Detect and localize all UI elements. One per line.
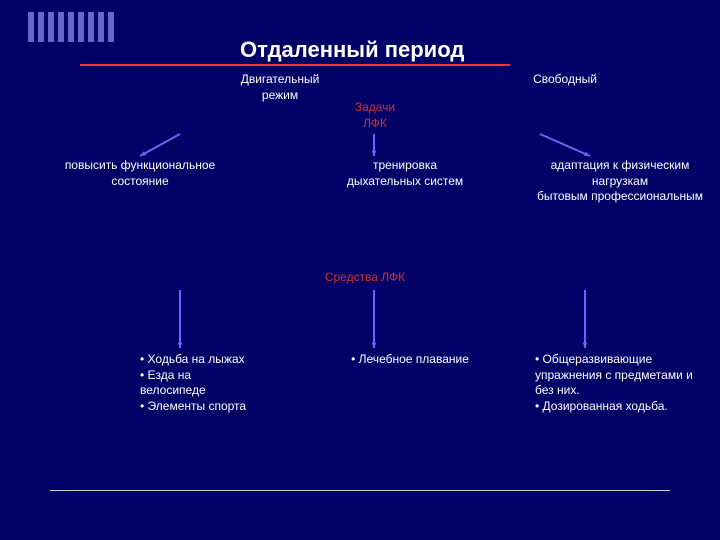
slide-title: Отдаленный период xyxy=(240,36,464,65)
title-underline xyxy=(80,64,510,66)
regime-right-label: Свободный xyxy=(510,72,620,88)
task-item-2: адаптация к физическимнагрузкамбытовым п… xyxy=(520,158,720,205)
means-item-0: • Ходьба на лыжах• Езда на велосипеде• Э… xyxy=(140,352,250,414)
tasks-heading: ЗадачиЛФК xyxy=(335,100,415,131)
decor-bar xyxy=(58,12,64,42)
means-heading: Средства ЛФК xyxy=(300,270,430,286)
arrow xyxy=(368,128,380,162)
decor-bar xyxy=(38,12,44,42)
arrow xyxy=(368,284,380,354)
arrow xyxy=(134,128,186,162)
decor-bar xyxy=(68,12,74,42)
regime-left-label: Двигательныйрежим xyxy=(220,72,340,103)
means-item-2: • Общеразвивающие упражнения с предметам… xyxy=(535,352,705,414)
arrow xyxy=(534,128,596,162)
decor-bar xyxy=(98,12,104,42)
means-item-1: • Лечебное плавание xyxy=(330,352,490,368)
decor-bar xyxy=(88,12,94,42)
arrow xyxy=(174,284,186,354)
task-item-1: тренировкадыхательных систем xyxy=(320,158,490,189)
decor-bar xyxy=(28,12,34,42)
decor-bar xyxy=(108,12,114,42)
bottom-divider xyxy=(50,490,670,491)
slide-root: Отдаленный период Двигательныйрежим Свобод… xyxy=(0,0,720,540)
arrow xyxy=(579,284,591,354)
decor-bar xyxy=(48,12,54,42)
decor-bar xyxy=(78,12,84,42)
task-item-0: повысить функциональноесостояние xyxy=(40,158,240,189)
